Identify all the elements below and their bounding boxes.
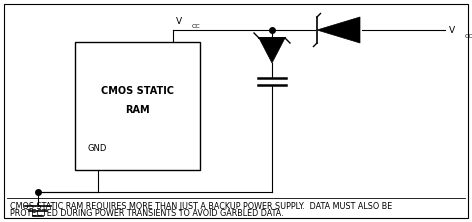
Text: GND: GND (87, 144, 106, 153)
Text: CMOS STATIC: CMOS STATIC (101, 86, 174, 96)
Text: CC: CC (465, 34, 472, 38)
Bar (75, 42, 200, 170)
Text: CC: CC (192, 24, 200, 29)
Polygon shape (259, 38, 285, 63)
Text: PROTECTED DURING POWER TRANSIENTS TO AVOID GARBLED DATA.: PROTECTED DURING POWER TRANSIENTS TO AVO… (10, 209, 284, 218)
Text: RAM: RAM (125, 105, 150, 115)
Polygon shape (317, 17, 360, 43)
Text: CMOS STATIC RAM REQUIRES MORE THAN JUST A BACKUP POWER SUPPLY.  DATA MUST ALSO B: CMOS STATIC RAM REQUIRES MORE THAN JUST … (10, 202, 392, 210)
Text: V: V (449, 26, 455, 34)
Text: V: V (176, 17, 182, 26)
